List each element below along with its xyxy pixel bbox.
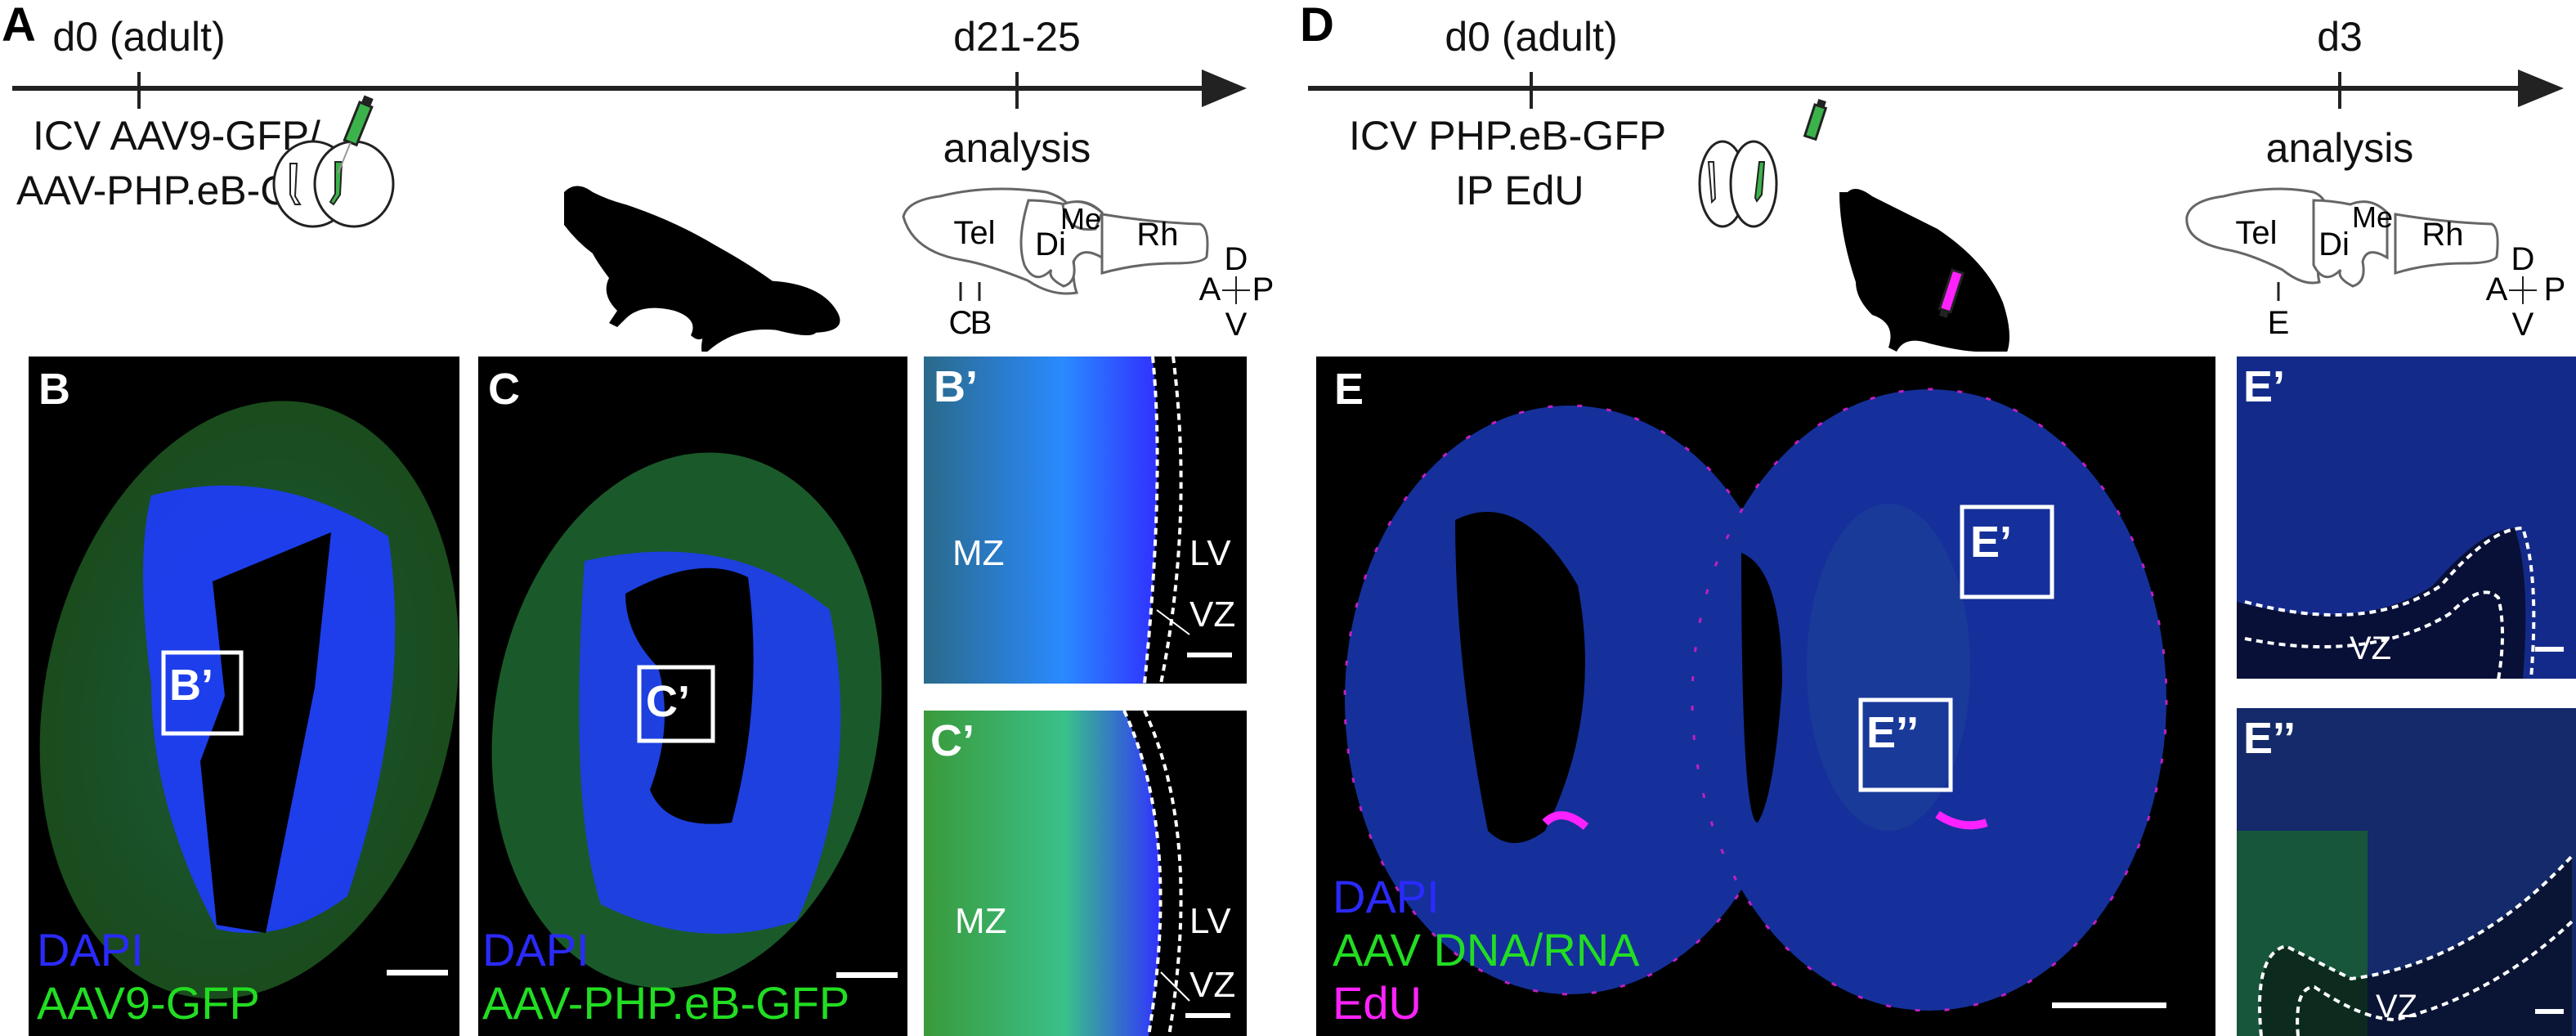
legend-gfp: AAV9-GFP bbox=[37, 977, 260, 1029]
region-rh: Rh bbox=[1136, 217, 1178, 253]
treatment-line-2: IP EdU bbox=[1455, 168, 1584, 213]
panel-b-prime-image: B’ MZ LV VZ bbox=[924, 357, 1247, 684]
legend-dapi: DAPI bbox=[1333, 871, 1440, 922]
syringe-icon bbox=[337, 95, 374, 173]
inset-box-label: E’’ bbox=[1866, 708, 1919, 757]
panel-d-timeline: D d0 (adult) d3 ICV PHP.eB-GFP IP EdU an… bbox=[1300, 0, 2566, 352]
svg-text:V: V bbox=[1225, 307, 1248, 343]
syringe-icon bbox=[1803, 99, 1828, 141]
panel-c-prime-image: C’ MZ LV VZ bbox=[924, 711, 1247, 1036]
scale-bar bbox=[1187, 653, 1232, 657]
inset-box-label: B’ bbox=[169, 661, 213, 710]
panel-label-b: B bbox=[38, 365, 70, 414]
salamander-icon bbox=[564, 186, 840, 352]
region-me: Me bbox=[1060, 202, 1101, 235]
panel-a-timeline: A d0 (adult) d21-25 ICV AAV9-GFP/ AAV-PH… bbox=[2, 0, 1275, 352]
region-di: Di bbox=[2318, 226, 2350, 262]
end-event: analysis bbox=[2266, 125, 2414, 171]
svg-text:V: V bbox=[2512, 307, 2534, 343]
zone-vz: VZ bbox=[1189, 594, 1235, 635]
inset-box-e-dprime bbox=[1858, 697, 1953, 792]
section-mark-b: B bbox=[970, 305, 992, 341]
brain-section-icon bbox=[1698, 140, 1778, 228]
scale-bar bbox=[1185, 1013, 1230, 1018]
region-di: Di bbox=[1035, 226, 1066, 262]
compass-icon: D A P V bbox=[2486, 241, 2566, 343]
inset-box-label: E’ bbox=[1970, 518, 2012, 567]
zone-lv: LV bbox=[1189, 533, 1231, 573]
compass-icon: D A P V bbox=[1199, 241, 1275, 343]
treatment-line-1: ICV AAV9-GFP/ bbox=[33, 113, 320, 159]
panel-label-c: C bbox=[488, 365, 520, 414]
scale-bar bbox=[2535, 647, 2564, 652]
scale-bar bbox=[387, 970, 448, 975]
svg-text:P: P bbox=[2544, 271, 2566, 307]
end-event: analysis bbox=[943, 125, 1091, 171]
treatment-line-1: ICV PHP.eB-GFP bbox=[1349, 113, 1666, 159]
zone-vz: VZ bbox=[2376, 989, 2417, 1025]
inset-box-b-prime bbox=[161, 650, 244, 736]
edu-syringe-icon bbox=[1938, 268, 1965, 318]
panel-label-e-dprime: E’’ bbox=[2243, 714, 2296, 763]
legend-dapi: DAPI bbox=[37, 924, 144, 975]
salamander-icon bbox=[1839, 189, 2009, 352]
zone-mz: MZ bbox=[952, 533, 1005, 573]
panel-label-e-prime: E’ bbox=[2243, 362, 2285, 411]
timepoint-end: d3 bbox=[2317, 14, 2363, 60]
region-rh: Rh bbox=[2421, 217, 2463, 253]
panel-e-prime-image: E’ VZ bbox=[2237, 357, 2576, 679]
panel-label-b-prime: B’ bbox=[934, 362, 978, 411]
svg-text:D: D bbox=[1225, 241, 1248, 277]
brain-schematic bbox=[902, 187, 1209, 295]
region-tel: Tel bbox=[953, 215, 995, 251]
svg-text:P: P bbox=[1252, 271, 1275, 307]
timeline-arrowhead bbox=[1202, 70, 1247, 107]
panel-c-image: C’ C DAPI AAV-PHP.eB-GFP bbox=[478, 357, 907, 1036]
scale-bar bbox=[2052, 1002, 2166, 1008]
svg-text:A: A bbox=[2486, 271, 2508, 307]
timepoint-start: d0 (adult) bbox=[1445, 14, 1617, 60]
legend-dapi: DAPI bbox=[482, 924, 589, 975]
legend-edu: EdU bbox=[1333, 977, 1422, 1029]
panel-e-image: E’ E’’ E DAPI AAV DNA/RNA EdU bbox=[1316, 357, 2215, 1036]
brain-schematic bbox=[2185, 187, 2499, 288]
svg-text:D: D bbox=[2511, 241, 2535, 277]
section-mark-e: E bbox=[2268, 305, 2290, 341]
svg-text:A: A bbox=[1199, 271, 1221, 307]
zone-lv: LV bbox=[1189, 901, 1231, 941]
panel-label-e: E bbox=[1334, 365, 1364, 414]
panel-label-a: A bbox=[2, 0, 36, 52]
scale-bar bbox=[2535, 1009, 2564, 1014]
legend-gfp: AAV-PHP.eB-GFP bbox=[482, 977, 849, 1029]
timepoint-start: d0 (adult) bbox=[52, 14, 225, 60]
inset-box-label: C’ bbox=[646, 677, 690, 726]
panel-label-d: D bbox=[1300, 0, 1334, 52]
panel-e-dprime-image: E’’ VZ bbox=[2237, 708, 2576, 1036]
timepoint-end: d21-25 bbox=[953, 14, 1081, 60]
legend-aav: AAV DNA/RNA bbox=[1333, 924, 1640, 975]
timeline-arrowhead bbox=[2518, 70, 2564, 107]
scale-bar bbox=[836, 972, 898, 978]
panel-b-image: B’ B DAPI AAV9-GFP bbox=[29, 357, 459, 1036]
region-me: Me bbox=[2352, 200, 2393, 234]
inset-box-c-prime bbox=[637, 665, 715, 743]
zone-vz: VZ bbox=[1189, 965, 1235, 1005]
inset-box-e-prime bbox=[1960, 505, 2054, 599]
region-tel: Tel bbox=[2235, 215, 2277, 251]
section-mark-c: C bbox=[949, 305, 973, 341]
zone-vz: VZ bbox=[2350, 630, 2391, 666]
panel-label-c-prime: C’ bbox=[930, 716, 974, 765]
brain-section-icon bbox=[272, 140, 395, 228]
zone-mz: MZ bbox=[955, 901, 1007, 941]
